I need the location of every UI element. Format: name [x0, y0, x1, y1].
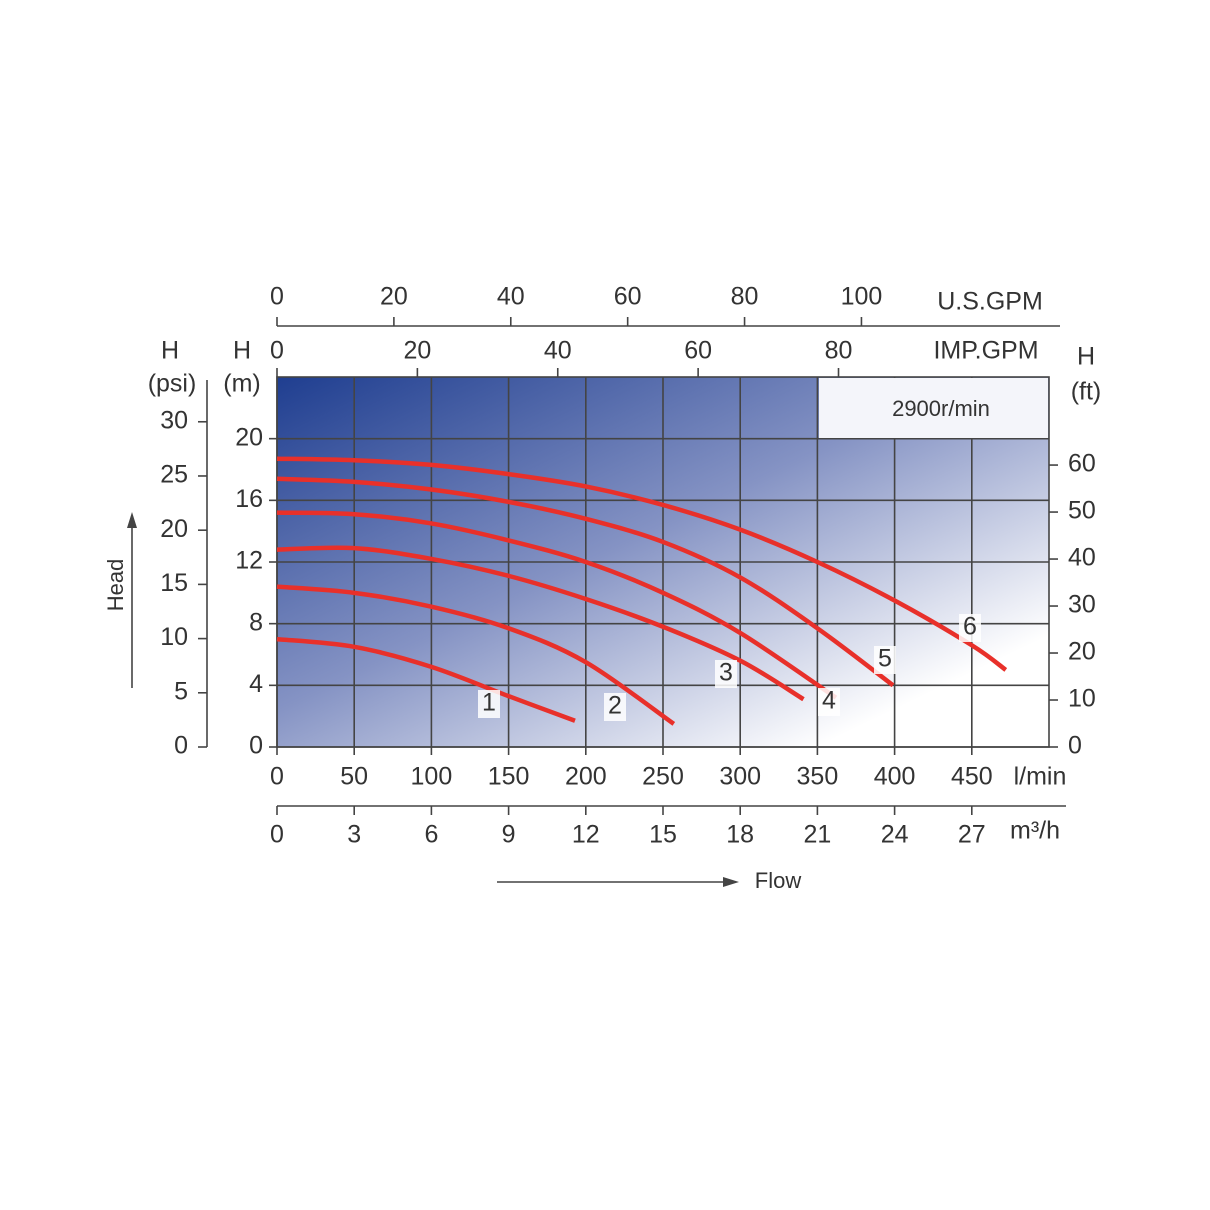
curve-label: 1	[482, 689, 496, 717]
y-axis-unit: (m)	[223, 370, 260, 398]
impgpm-tick-label: 20	[403, 337, 431, 365]
curve	[276, 636, 576, 723]
psi-axis-unit: (psi)	[148, 370, 197, 398]
ft-tick-label: 30	[1068, 591, 1096, 619]
psi-tick-label: 20	[160, 515, 188, 543]
head-label: Head	[103, 559, 128, 612]
psi-axis-label: H	[161, 337, 179, 365]
x-tick-label: 150	[488, 763, 530, 791]
curve-label: 3	[719, 659, 733, 687]
x-axis-unit: l/min	[1014, 763, 1067, 791]
ft-tick-label: 40	[1068, 544, 1096, 572]
impgpm-tick-label: 60	[684, 337, 712, 365]
x-tick-label: 450	[951, 763, 993, 791]
ft-tick-label: 20	[1068, 638, 1096, 666]
y-tick-label: 0	[249, 732, 263, 760]
y-tick-label: 8	[249, 608, 263, 636]
x-tick-label: 0	[270, 763, 284, 791]
usgpm-axis-unit: U.S.GPM	[937, 288, 1043, 316]
x-tick-label: 200	[565, 763, 607, 791]
curve	[276, 510, 838, 700]
usgpm-tick-label: 100	[841, 283, 883, 311]
flow-arrowhead	[723, 877, 739, 887]
ft-axis-label: H	[1077, 343, 1095, 371]
psi-tick-label: 5	[174, 677, 188, 705]
x-tick-label: 400	[874, 763, 916, 791]
m3h-tick-label: 0	[270, 821, 284, 849]
y-tick-label: 16	[235, 485, 263, 513]
impgpm-axis-unit: IMP.GPM	[933, 337, 1038, 365]
y-tick-label: 20	[235, 423, 263, 451]
curve-label-bg	[959, 614, 981, 642]
curve-label: 5	[878, 645, 892, 673]
psi-tick-label: 10	[160, 623, 188, 651]
impgpm-tick-label: 80	[825, 337, 853, 365]
m3h-tick-label: 12	[572, 821, 600, 849]
ft-tick-label: 0	[1068, 732, 1082, 760]
x-tick-label: 300	[719, 763, 761, 791]
usgpm-tick-label: 40	[497, 283, 525, 311]
m3h-tick-label: 15	[649, 821, 677, 849]
curve-label-bg	[874, 646, 896, 674]
ft-axis-unit: (ft)	[1071, 378, 1102, 406]
curve	[276, 545, 805, 702]
y-tick-label: 4	[249, 670, 263, 698]
curve-label-bg	[478, 690, 500, 718]
y-tick-label: 12	[235, 547, 263, 575]
m3h-axis-unit: m³/h	[1010, 817, 1060, 845]
curve	[276, 456, 1008, 672]
annotation-box	[819, 378, 1048, 438]
m3h-tick-label: 9	[502, 821, 516, 849]
curve-label: 4	[822, 687, 836, 715]
x-tick-label: 100	[411, 763, 453, 791]
head-arrowhead	[127, 512, 137, 528]
ft-tick-label: 50	[1068, 497, 1096, 525]
m3h-tick-label: 6	[424, 821, 438, 849]
curve-label-bg	[604, 693, 626, 721]
m3h-tick-label: 18	[726, 821, 754, 849]
ft-tick-label: 60	[1068, 450, 1096, 478]
ft-tick-label: 10	[1068, 685, 1096, 713]
psi-tick-label: 25	[160, 461, 188, 489]
curve-label-bg	[818, 688, 840, 716]
m3h-tick-label: 24	[881, 821, 909, 849]
usgpm-tick-label: 20	[380, 283, 408, 311]
usgpm-tick-label: 60	[614, 283, 642, 311]
curve-label: 2	[608, 692, 622, 720]
psi-tick-label: 30	[160, 406, 188, 434]
x-tick-label: 250	[642, 763, 684, 791]
impgpm-tick-label: 40	[544, 337, 572, 365]
curve	[276, 476, 895, 688]
psi-tick-label: 15	[160, 569, 188, 597]
m3h-tick-label: 3	[347, 821, 361, 849]
usgpm-tick-label: 80	[731, 283, 759, 311]
x-tick-label: 50	[340, 763, 368, 791]
m3h-tick-label: 21	[803, 821, 831, 849]
y-axis-label: H	[233, 337, 251, 365]
curve	[276, 584, 676, 726]
impgpm-tick-label: 0	[270, 337, 284, 365]
curve-label-bg	[715, 660, 737, 688]
curve-label: 6	[963, 613, 977, 641]
annotation: 2900r/min	[892, 396, 990, 421]
usgpm-tick-label: 0	[270, 283, 284, 311]
flow-label: Flow	[755, 868, 802, 893]
m3h-tick-label: 27	[958, 821, 986, 849]
psi-tick-label: 0	[174, 732, 188, 760]
x-tick-label: 350	[797, 763, 839, 791]
